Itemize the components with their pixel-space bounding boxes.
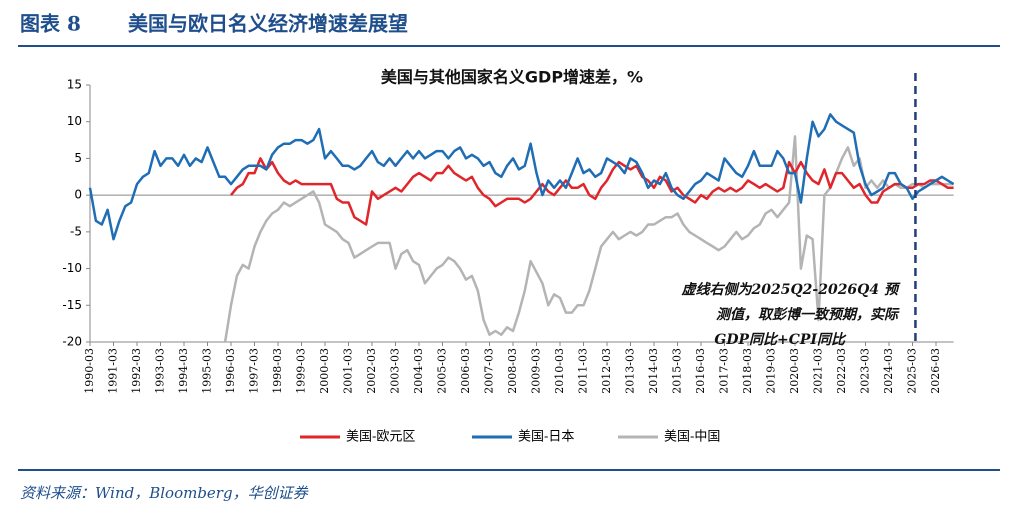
- chart-title: 美国与其他国家名义GDP增速差，%: [381, 68, 643, 87]
- y-tick-label: -10: [62, 261, 82, 275]
- x-tick-label: 1998-03: [271, 348, 284, 394]
- x-tick-label: 2021-03: [812, 348, 825, 394]
- x-tick-label: 2010-03: [553, 348, 566, 394]
- x-tick-label: 1996-03: [224, 348, 237, 394]
- series-line: [88, 113, 955, 241]
- x-tick-label: 2016-03: [694, 348, 707, 394]
- legend-label: 美国-中国: [664, 430, 720, 445]
- figure-label: 图表 8: [20, 12, 81, 36]
- y-tick-label: 15: [67, 78, 82, 92]
- y-tick-label: -15: [62, 298, 82, 312]
- x-tick-label: 2020-03: [788, 348, 801, 394]
- annotation: GDP同比+CPI同比: [714, 332, 847, 348]
- y-tick-label: 10: [67, 114, 82, 128]
- x-tick-label: 2009-03: [530, 348, 543, 394]
- x-tick-label: 2013-03: [624, 348, 637, 394]
- legend-label: 美国-欧元区: [346, 430, 415, 445]
- x-tick-label: 1992-03: [130, 348, 143, 394]
- x-tick-label: 2001-03: [342, 348, 355, 394]
- x-tick-label: 1995-03: [201, 348, 214, 394]
- x-tick-label: 2008-03: [506, 348, 519, 394]
- x-tick-label: 2007-03: [483, 348, 496, 394]
- x-tick-label: 2023-03: [859, 348, 872, 394]
- series-line: [230, 157, 954, 226]
- annotation: 测值，取彭博一致预期，实际: [716, 306, 900, 323]
- x-tick-label: 1994-03: [177, 348, 190, 394]
- x-tick-label: 2000-03: [318, 348, 331, 394]
- x-tick-label: 2005-03: [436, 348, 449, 394]
- x-tick-label: 2018-03: [741, 348, 754, 394]
- x-tick-label: 2012-03: [600, 348, 613, 394]
- x-tick-label: 2006-03: [459, 348, 472, 394]
- y-tick-label: 0: [74, 188, 82, 202]
- x-tick-label: 2015-03: [671, 348, 684, 394]
- y-tick-label: 5: [74, 151, 82, 165]
- x-tick-label: 2004-03: [412, 348, 425, 394]
- x-tick-label: 2022-03: [835, 348, 848, 394]
- source: 资料来源：Wind，Bloomberg，华创证券: [20, 484, 309, 502]
- x-tick-label: 1997-03: [248, 348, 261, 394]
- x-tick-label: 2017-03: [718, 348, 731, 394]
- x-tick-label: 2003-03: [389, 348, 402, 394]
- x-tick-label: 1993-03: [154, 348, 167, 394]
- y-tick-label: -20: [62, 335, 82, 349]
- x-tick-label: 2002-03: [365, 348, 378, 394]
- x-tick-label: 2014-03: [647, 348, 660, 394]
- x-tick-label: 2024-03: [882, 348, 895, 394]
- annotation: 虚线右侧为2025Q2-2026Q4 预: [681, 281, 901, 298]
- x-tick-label: 1991-03: [107, 348, 120, 394]
- x-tick-label: 2025-03: [906, 348, 919, 394]
- x-tick-label: 2011-03: [577, 348, 590, 394]
- x-tick-label: 1999-03: [295, 348, 308, 394]
- x-tick-label: 1990-03: [83, 348, 96, 394]
- x-tick-label: 2026-03: [929, 348, 942, 394]
- legend-label: 美国-日本: [518, 430, 574, 445]
- y-tick-label: -5: [70, 224, 82, 238]
- x-tick-label: 2019-03: [765, 348, 778, 394]
- figure-title: 美国与欧日名义经济增速差展望: [128, 12, 408, 36]
